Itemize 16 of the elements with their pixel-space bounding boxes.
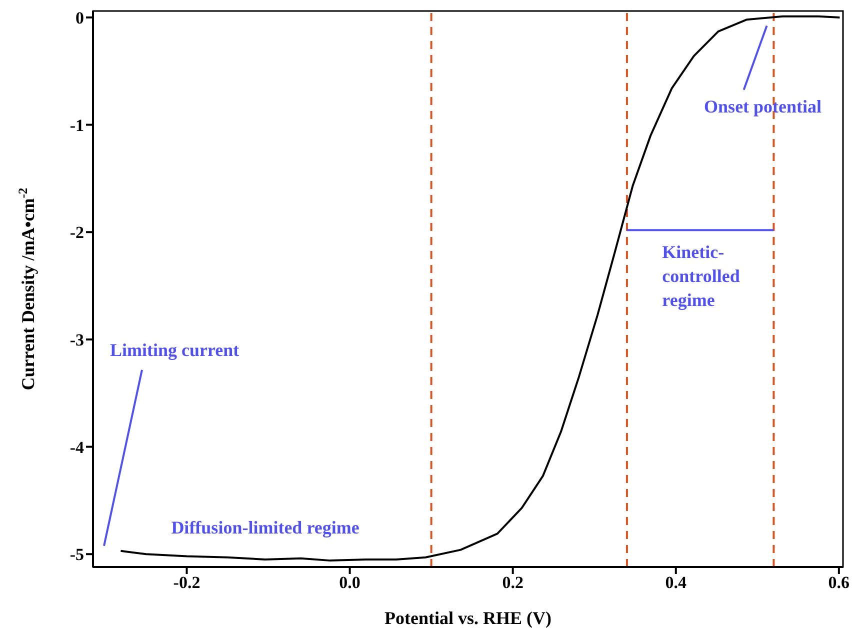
annotation: Diffusion-limited regime bbox=[171, 517, 360, 538]
y-tick-label: -2 bbox=[70, 223, 84, 242]
annotation: Onset potential bbox=[704, 96, 822, 117]
x-axis-title: Potential vs. RHE (V) bbox=[384, 608, 552, 628]
x-tick-label: 0.0 bbox=[339, 573, 360, 592]
x-tick-label: 0.2 bbox=[502, 573, 524, 592]
y-tick-label: -5 bbox=[70, 545, 84, 564]
x-tick-label: 0.6 bbox=[828, 573, 850, 592]
y-tick-label: -4 bbox=[70, 438, 84, 457]
x-tick-label: 0.4 bbox=[665, 573, 688, 592]
x-tick-label: -0.2 bbox=[173, 573, 200, 592]
annotation: Limiting current bbox=[110, 340, 240, 360]
y-tick-label: 0 bbox=[76, 8, 84, 28]
y-tick-label: -3 bbox=[70, 330, 84, 350]
annotation: Kinetic-controlled regime bbox=[662, 242, 740, 310]
y-tick-label: -1 bbox=[70, 116, 84, 135]
